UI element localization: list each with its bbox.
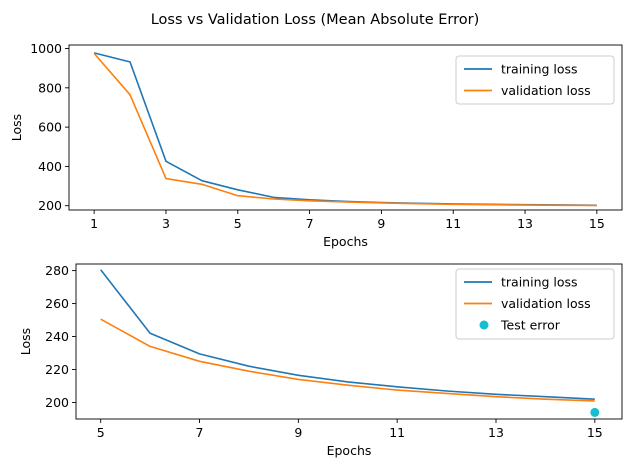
y-tick-label: 260 — [45, 296, 69, 311]
series-line-training — [100, 269, 595, 400]
y-tick-label: 280 — [45, 263, 69, 278]
x-tick-label: 11 — [389, 425, 405, 440]
test-error-point — [590, 407, 600, 417]
x-tick-label: 3 — [162, 216, 170, 231]
y-axis-label: Loss — [9, 114, 24, 141]
y-tick-label: 400 — [38, 159, 62, 174]
x-tick-label: 7 — [196, 425, 204, 440]
x-tick-label: 15 — [589, 216, 605, 231]
chart-top: 1 3 5 7 9 11 13 152004006008001000EpochsLosstra… — [9, 41, 623, 249]
legend-box — [455, 55, 615, 105]
y-axis-label: Loss — [18, 328, 33, 355]
x-tick-label: 1 — [90, 216, 98, 231]
figure-title: Loss vs Validation Loss (Mean Absolute E… — [151, 12, 480, 28]
legend-label: validation loss — [501, 83, 591, 98]
x-axis-label: Epochs — [327, 443, 372, 458]
x-tick-label: 11 — [445, 216, 461, 231]
chart-bottom: 5 7 9 11 13 15 200 220 240 260 280 Epochs Loss traini… — [18, 263, 623, 458]
legend-label: Test error — [500, 318, 561, 333]
legend-label: training loss — [501, 275, 578, 290]
x-tick-label: 5 — [97, 425, 105, 440]
y-tick-label: 1000 — [30, 41, 62, 56]
series-line-validation — [93, 52, 597, 207]
y-tick-label: 200 — [45, 395, 69, 410]
x-tick-label: 15 — [587, 425, 603, 440]
x-tick-label: 5 — [234, 216, 242, 231]
legend-label: training loss — [501, 62, 578, 77]
y-tick-label: 240 — [45, 329, 69, 344]
x-tick-label: 9 — [294, 425, 302, 440]
legend-label: validation loss — [501, 296, 591, 311]
legend-box — [455, 268, 615, 340]
x-tick-label: 7 — [306, 216, 314, 231]
y-tick-label: 200 — [38, 198, 62, 213]
x-axis-label: Epochs — [323, 234, 368, 249]
plot-frame — [75, 263, 623, 420]
y-tick-label: 600 — [38, 120, 62, 135]
x-tick-label: 13 — [488, 425, 504, 440]
x-tick-label: 9 — [377, 216, 385, 231]
y-tick-label: 800 — [38, 80, 62, 95]
y-tick-label: 220 — [45, 362, 69, 377]
series-line-validation — [100, 318, 595, 402]
legend-swatch-test-error — [479, 320, 489, 330]
x-tick-label: 13 — [517, 216, 533, 231]
